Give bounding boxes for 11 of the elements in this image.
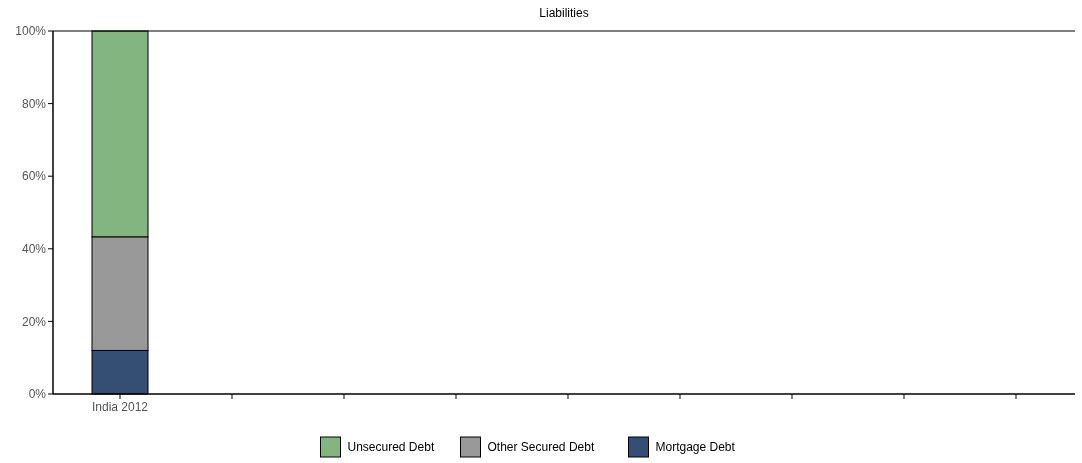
chart-title: Liabilities (539, 6, 589, 20)
y-tick-label: 0% (28, 387, 47, 402)
legend-label: Other Secured Debt (487, 440, 595, 455)
x-tick-label: India 2012 (91, 400, 149, 414)
legend-label: Unsecured Debt (347, 440, 435, 455)
y-tick-label: 80% (21, 96, 47, 111)
y-tick-label: 100% (15, 24, 47, 39)
legend-label: Mortgage Debt (655, 440, 736, 455)
y-tick-label: 20% (21, 314, 47, 329)
y-tick-label: 40% (21, 242, 47, 256)
y-tick-label: 60% (21, 169, 47, 184)
